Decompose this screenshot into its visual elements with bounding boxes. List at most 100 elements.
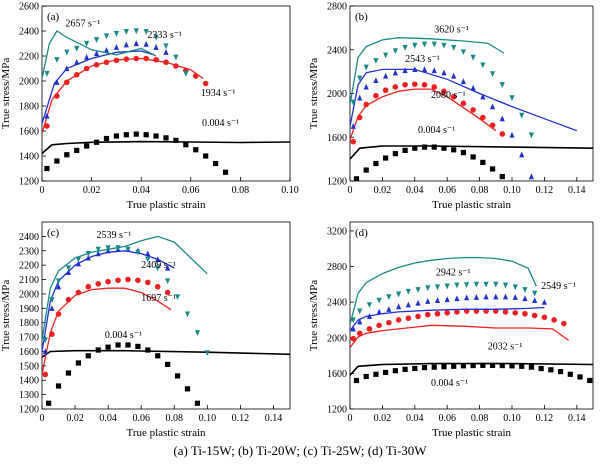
data-point (412, 81, 418, 88)
series-line (42, 287, 172, 375)
data-point (425, 298, 431, 304)
data-point (499, 174, 505, 180)
data-point (65, 265, 72, 272)
data-point (499, 115, 505, 122)
data-point (489, 71, 496, 78)
strain-rate-annotation: 1934 s⁻¹ (201, 88, 236, 99)
y-tick-label: 2300 (19, 246, 39, 257)
data-point (451, 147, 457, 153)
series-line (42, 235, 208, 341)
strain-rate-annotation: 1697 s⁻¹ (141, 293, 176, 304)
data-point (113, 57, 120, 64)
y-tick-label: 2000 (19, 289, 39, 300)
data-point (499, 82, 505, 88)
data-point (499, 131, 506, 137)
data-point (464, 294, 470, 301)
strain-rate-annotation: 2657 s⁻¹ (66, 19, 101, 30)
data-point (184, 311, 191, 318)
y-tick-label: 2400 (327, 298, 347, 309)
data-point (105, 245, 111, 252)
data-point (460, 363, 466, 369)
data-point (402, 81, 408, 88)
strain-rate-annotation: 0.004 s⁻¹ (202, 118, 239, 129)
data-point (163, 135, 169, 141)
data-point (55, 283, 62, 290)
data-point (392, 368, 398, 374)
data-point (421, 81, 428, 88)
data-point (412, 365, 418, 372)
data-point (54, 57, 60, 63)
data-point (125, 276, 131, 283)
data-point (93, 50, 100, 57)
data-point (386, 294, 392, 300)
x-tick-label: 0 (40, 413, 45, 424)
x-tick-label: 0.08 (471, 413, 489, 424)
data-point (383, 369, 389, 376)
y-tick-label: 1400 (19, 152, 39, 163)
data-point (93, 139, 100, 145)
x-tick-label: 0.10 (503, 185, 521, 196)
strain-rate-annotation: 2032 s⁻¹ (488, 341, 523, 352)
data-point (204, 350, 210, 357)
data-point (460, 100, 467, 107)
data-point (395, 317, 402, 323)
data-point (421, 144, 428, 150)
data-point (163, 59, 169, 66)
data-point (44, 112, 50, 119)
data-point (103, 59, 110, 66)
data-point (396, 291, 402, 298)
data-point (444, 310, 451, 316)
data-point (480, 159, 486, 166)
data-point (353, 176, 360, 181)
data-point (509, 363, 515, 369)
data-point (155, 256, 161, 262)
chart-panel-4: 0 0.02 0.04 0.06 0.08 0.10 0.12 0.14 1200 1600 200… (308, 221, 594, 439)
data-point (85, 283, 92, 290)
data-point (75, 360, 81, 366)
data-point (75, 289, 82, 296)
data-point (551, 317, 557, 323)
series-teal-triangle-down (42, 28, 189, 79)
y-tick-label: 1200 (327, 177, 347, 188)
data-point (405, 301, 411, 308)
data-point (386, 306, 392, 312)
data-point (183, 142, 189, 148)
data-point (441, 69, 447, 76)
y-axis-label: True stress/MPa (308, 280, 320, 352)
data-point (373, 371, 379, 377)
data-point (113, 133, 119, 139)
data-point (95, 250, 101, 257)
data-point (424, 311, 431, 318)
data-point (519, 112, 525, 119)
data-point (350, 138, 357, 145)
data-point (480, 93, 486, 100)
data-point (183, 70, 189, 77)
data-point (153, 133, 159, 139)
x-tick-label: 0.06 (132, 413, 150, 424)
data-point (85, 251, 91, 257)
data-point (415, 299, 421, 306)
data-point (193, 147, 199, 153)
y-axis-label: True stress/MPa (0, 280, 12, 352)
data-point (350, 335, 357, 342)
y-tick-label: 2200 (19, 52, 39, 63)
data-point (392, 48, 398, 55)
data-point (135, 277, 141, 284)
data-point (502, 282, 509, 289)
series-line (42, 349, 290, 358)
data-point (441, 42, 447, 49)
x-tick-label: 0.10 (281, 185, 299, 196)
y-tick-label: 2400 (327, 45, 347, 56)
data-point (434, 297, 441, 303)
y-tick-label: 1600 (19, 127, 39, 138)
data-point (143, 132, 149, 138)
data-point (470, 154, 476, 160)
data-point (44, 70, 50, 77)
data-point (123, 41, 129, 48)
data-point (493, 293, 499, 300)
data-point (145, 256, 151, 263)
y-tick-label: 1200 (19, 405, 39, 416)
data-point (133, 40, 139, 47)
y-tick-label: 2200 (19, 261, 39, 272)
series-line (350, 256, 537, 325)
